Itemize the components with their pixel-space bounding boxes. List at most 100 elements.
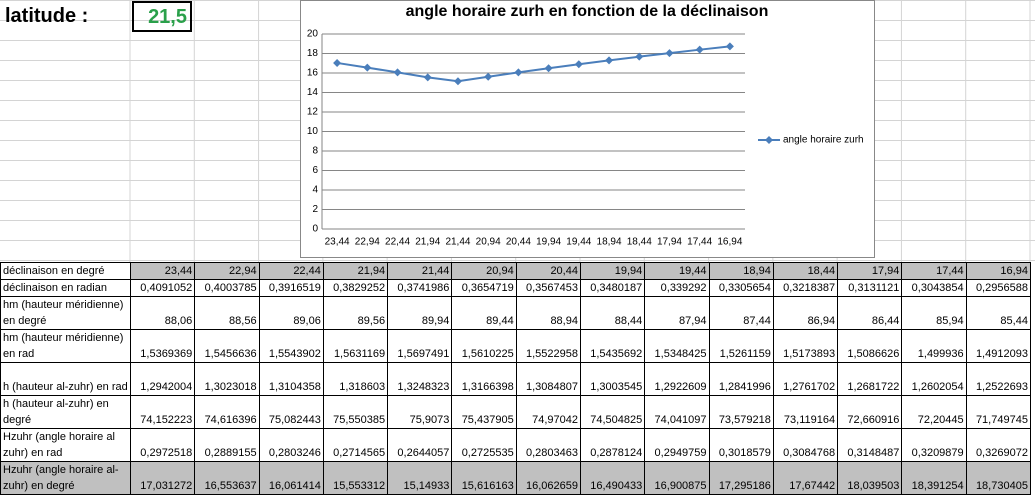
row-label[interactable]: Hzuhr (angle horaire al zuhr) en rad	[0, 428, 131, 462]
cell[interactable]: 0,2803463	[515, 428, 581, 462]
cell[interactable]: 1,5348425	[644, 329, 710, 363]
cell[interactable]: 16,94	[965, 262, 1031, 280]
cell[interactable]: 1,3248323	[387, 362, 453, 396]
cell[interactable]: 1,5610225	[451, 329, 517, 363]
cell[interactable]: 18,44	[772, 262, 839, 280]
cell[interactable]: 1,2841996	[708, 362, 774, 396]
cell[interactable]: 1,3003545	[579, 362, 646, 396]
cell[interactable]: 0,3480187	[579, 279, 646, 297]
cell[interactable]: 74,041097	[644, 395, 710, 429]
cell[interactable]: 88,44	[579, 296, 646, 330]
cell[interactable]: 0,2878124	[579, 428, 646, 462]
cell[interactable]: 72,20445	[901, 395, 967, 429]
cell[interactable]: 1,2761702	[772, 362, 839, 396]
cell[interactable]: 0,3148487	[837, 428, 903, 462]
cell[interactable]: 89,56	[322, 296, 389, 330]
cell[interactable]: 0,2803246	[258, 428, 324, 462]
cell[interactable]: 0,3829252	[322, 279, 389, 297]
cell[interactable]: 1,2681722	[837, 362, 903, 396]
cell[interactable]: 1,499936	[901, 329, 967, 363]
cell[interactable]: 16,062659	[515, 461, 581, 495]
cell[interactable]: 1,5369369	[129, 329, 196, 363]
cell[interactable]: 0,3209879	[901, 428, 967, 462]
cell[interactable]: 1,3166398	[451, 362, 517, 396]
cell[interactable]: 0,2644057	[387, 428, 453, 462]
cell[interactable]: 0,2949759	[644, 428, 710, 462]
cell[interactable]: 0,3018579	[708, 428, 774, 462]
cell[interactable]: 1,5261159	[708, 329, 774, 363]
cell[interactable]: 0,4003785	[194, 279, 260, 297]
cell[interactable]: 16,490433	[579, 461, 646, 495]
cell[interactable]: 89,06	[258, 296, 324, 330]
cell[interactable]: 1,5086626	[837, 329, 903, 363]
row-label[interactable]: h (hauteur al-zuhr) en degré	[0, 395, 131, 429]
cell[interactable]: 22,44	[258, 262, 324, 280]
cell[interactable]: 18,94	[708, 262, 774, 280]
cell[interactable]: 87,94	[644, 296, 710, 330]
cell[interactable]: 17,94	[837, 262, 903, 280]
cell[interactable]: 75,550385	[322, 395, 389, 429]
cell[interactable]: 17,031272	[129, 461, 196, 495]
cell[interactable]: 73,119164	[772, 395, 839, 429]
cell[interactable]: 0,3131121	[837, 279, 903, 297]
cell[interactable]: 74,504825	[579, 395, 646, 429]
cell[interactable]: 85,44	[965, 296, 1031, 330]
cell[interactable]: 1,3084807	[515, 362, 581, 396]
cell[interactable]: 0,3916519	[258, 279, 324, 297]
cell[interactable]: 0,3741986	[387, 279, 453, 297]
cell[interactable]: 74,616396	[194, 395, 260, 429]
cell[interactable]: 1,2922609	[644, 362, 710, 396]
cell[interactable]: 20,94	[451, 262, 517, 280]
row-label[interactable]: hm (hauteur méridienne) en rad	[0, 329, 131, 363]
cell[interactable]: 1,2942004	[129, 362, 196, 396]
cell[interactable]: 15,616163	[451, 461, 517, 495]
cell[interactable]: 15,14933	[387, 461, 453, 495]
cell[interactable]: 0,2972518	[129, 428, 196, 462]
cell[interactable]: 1,5697491	[387, 329, 453, 363]
cell[interactable]: 1,4912093	[965, 329, 1031, 363]
row-label[interactable]: hm (hauteur méridienne) en degré	[0, 296, 131, 330]
cell[interactable]: 74,152223	[129, 395, 196, 429]
cell[interactable]: 1,5522958	[515, 329, 581, 363]
row-label[interactable]: déclinaison en degré	[0, 262, 131, 280]
cell[interactable]: 1,5631169	[322, 329, 389, 363]
cell[interactable]: 0,3084768	[772, 428, 839, 462]
cell[interactable]: 88,06	[129, 296, 196, 330]
cell[interactable]: 87,44	[708, 296, 774, 330]
row-label[interactable]: déclinaison en radian	[0, 279, 131, 297]
cell[interactable]: 88,56	[194, 296, 260, 330]
cell[interactable]: 0,3269072	[965, 428, 1031, 462]
cell[interactable]: 85,94	[901, 296, 967, 330]
cell[interactable]: 0,3218387	[772, 279, 839, 297]
cell[interactable]: 0,2725535	[451, 428, 517, 462]
cell[interactable]: 22,94	[194, 262, 260, 280]
cell[interactable]: 88,94	[515, 296, 581, 330]
cell[interactable]: 75,437905	[451, 395, 517, 429]
cell[interactable]: 74,97042	[515, 395, 581, 429]
cell[interactable]: 21,94	[322, 262, 389, 280]
cell[interactable]: 89,44	[451, 296, 517, 330]
cell[interactable]: 16,553637	[194, 461, 260, 495]
cell[interactable]: 23,44	[129, 262, 196, 280]
cell[interactable]: 19,44	[644, 262, 710, 280]
cell[interactable]: 0,3305654	[708, 279, 774, 297]
cell[interactable]: 1,5456636	[194, 329, 260, 363]
cell[interactable]: 0,339292	[644, 279, 710, 297]
cell[interactable]: 75,9073	[387, 395, 453, 429]
cell[interactable]: 1,2602054	[901, 362, 967, 396]
cell[interactable]: 0,3043854	[901, 279, 967, 297]
cell[interactable]: 1,2522693	[965, 362, 1031, 396]
cell[interactable]: 0,2956588	[965, 279, 1031, 297]
latitude-cell[interactable]: 21,5	[132, 1, 192, 32]
cell[interactable]: 86,94	[772, 296, 839, 330]
cell[interactable]: 71,749745	[965, 395, 1031, 429]
cell[interactable]: 21,44	[387, 262, 453, 280]
cell[interactable]: 0,3654719	[451, 279, 517, 297]
cell[interactable]: 1,5173893	[772, 329, 839, 363]
cell[interactable]: 18,391254	[901, 461, 967, 495]
cell[interactable]: 0,2889155	[194, 428, 260, 462]
cell[interactable]: 0,2714565	[322, 428, 389, 462]
cell[interactable]: 75,082443	[258, 395, 324, 429]
cell[interactable]: 0,3567453	[515, 279, 581, 297]
cell[interactable]: 1,3023018	[194, 362, 260, 396]
